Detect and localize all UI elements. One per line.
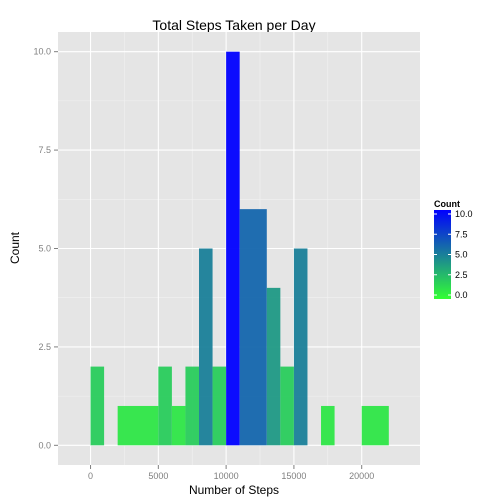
histogram-bar	[158, 366, 172, 446]
chart-title: Total Steps Taken per Day	[152, 17, 315, 33]
histogram-bar	[90, 366, 105, 446]
histogram-bar	[117, 405, 159, 446]
y-tick-label: 10.0	[33, 47, 51, 57]
histogram-bar	[226, 51, 240, 446]
histogram-bar	[361, 405, 389, 446]
color-legend: Count 10.0 7.5 5.0 2.5 0.0	[434, 199, 473, 300]
histogram-bar	[199, 248, 213, 446]
histogram-bars	[90, 51, 389, 446]
x-tick-label: 15000	[281, 471, 306, 481]
histogram-bar	[171, 405, 186, 446]
legend-tick-label: 0.0	[455, 290, 468, 300]
histogram-bar	[239, 209, 267, 446]
legend-tick-label: 2.5	[455, 270, 468, 280]
histogram-bar	[185, 366, 200, 446]
legend-title: Count	[434, 199, 460, 209]
x-tick-label: 0	[88, 471, 93, 481]
histogram-bar	[321, 405, 335, 446]
x-axis-label: Number of Steps	[189, 483, 279, 497]
legend-tick-label: 7.5	[455, 229, 468, 239]
legend-ticks: 10.0 7.5 5.0 2.5 0.0	[434, 209, 473, 300]
y-tick-label: 0.0	[38, 440, 51, 450]
y-axis-label: Count	[8, 231, 22, 264]
histogram-bar	[293, 248, 308, 446]
x-tick-label: 20000	[349, 471, 374, 481]
x-tick-label: 10000	[214, 471, 239, 481]
y-tick-label: 2.5	[38, 342, 51, 352]
legend-tick-label: 5.0	[455, 250, 468, 260]
x-tick-label: 5000	[148, 471, 168, 481]
y-tick-label: 7.5	[38, 145, 51, 155]
y-axis-ticks: 0.0 2.5 5.0 7.5 10.0	[33, 47, 58, 450]
legend-tick-label: 10.0	[455, 209, 473, 219]
legend-color-bar	[434, 210, 451, 299]
x-axis-ticks: 0 5000 10000 15000 20000	[88, 465, 374, 481]
histogram-bar	[212, 366, 227, 446]
histogram-bar	[280, 366, 294, 446]
y-tick-label: 5.0	[38, 244, 51, 254]
histogram-bar	[266, 287, 281, 446]
